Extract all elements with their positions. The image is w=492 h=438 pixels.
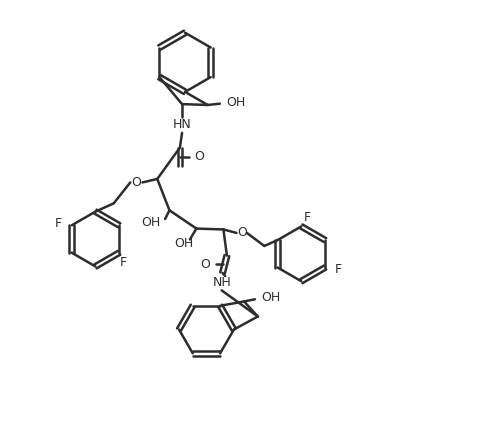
Text: O: O xyxy=(237,226,246,240)
Text: F: F xyxy=(55,217,62,230)
Text: NH: NH xyxy=(213,276,231,289)
Text: O: O xyxy=(131,176,141,189)
Text: HN: HN xyxy=(173,119,191,131)
Text: OH: OH xyxy=(226,96,245,110)
Text: O: O xyxy=(200,258,211,271)
Text: F: F xyxy=(304,211,310,224)
Text: F: F xyxy=(335,263,342,276)
Text: O: O xyxy=(194,150,204,163)
Text: OH: OH xyxy=(174,237,193,250)
Text: OH: OH xyxy=(142,216,161,229)
Text: OH: OH xyxy=(262,291,281,304)
Text: F: F xyxy=(120,256,127,269)
